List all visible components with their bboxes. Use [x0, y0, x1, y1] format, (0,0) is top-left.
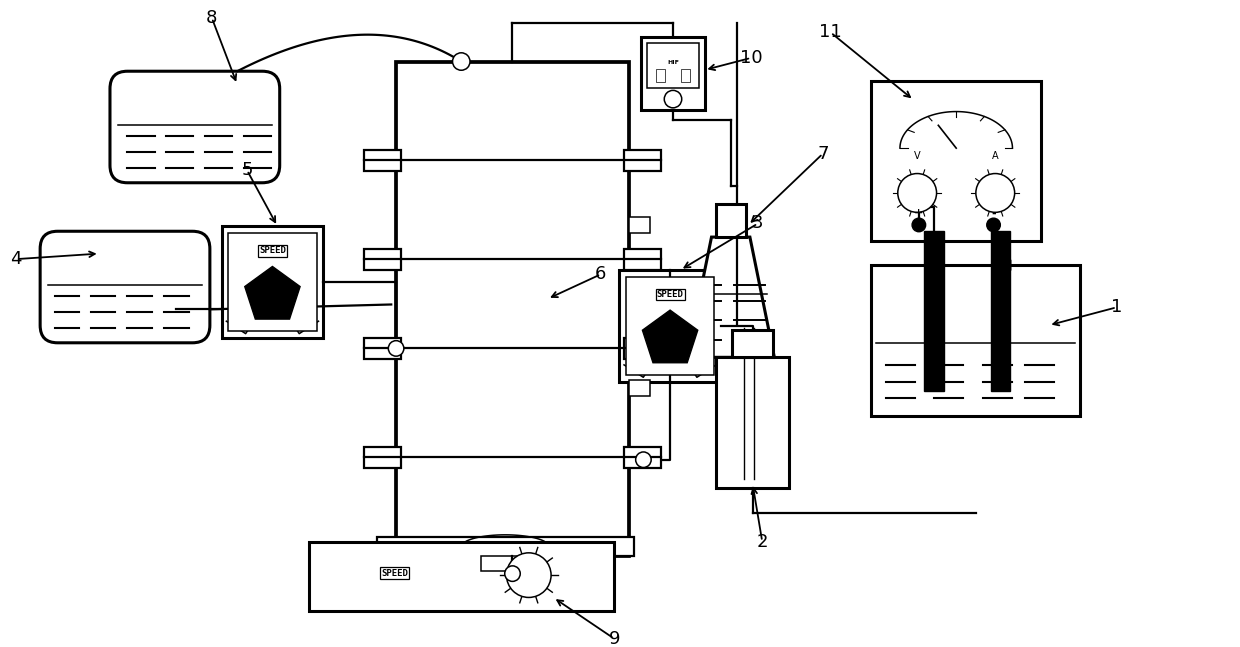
Circle shape	[976, 173, 1014, 212]
Polygon shape	[642, 310, 698, 363]
Text: 4: 4	[10, 250, 21, 268]
Bar	[377, 537, 634, 556]
Bar	[626, 277, 714, 375]
Text: 10: 10	[740, 49, 763, 67]
FancyBboxPatch shape	[110, 71, 280, 182]
Bar	[481, 556, 529, 571]
Text: 6: 6	[595, 265, 606, 283]
Circle shape	[505, 566, 521, 582]
Bar	[629, 380, 650, 396]
Bar	[872, 81, 1042, 241]
Text: SPEED: SPEED	[657, 290, 683, 299]
Bar	[624, 248, 661, 270]
Bar	[624, 338, 661, 359]
Circle shape	[506, 553, 551, 597]
Bar	[619, 270, 720, 382]
Text: 7: 7	[817, 145, 828, 162]
Text: -: -	[991, 208, 996, 218]
Text: SPEED: SPEED	[381, 569, 408, 578]
Bar	[991, 231, 1011, 391]
Circle shape	[913, 218, 925, 232]
Circle shape	[987, 218, 1001, 232]
Text: 2: 2	[756, 532, 768, 551]
Circle shape	[636, 452, 651, 468]
Text: A: A	[992, 151, 998, 161]
Bar	[365, 338, 401, 359]
Text: HIF: HIF	[667, 60, 680, 65]
Bar	[717, 357, 789, 488]
Circle shape	[898, 173, 936, 212]
Bar	[656, 69, 665, 82]
Bar	[872, 265, 1080, 415]
Text: SPEED: SPEED	[259, 247, 286, 256]
Text: 8: 8	[206, 9, 217, 27]
Bar	[641, 38, 704, 110]
Bar	[365, 150, 401, 171]
Text: 5: 5	[242, 161, 253, 179]
Bar	[624, 446, 661, 468]
Bar	[624, 150, 661, 171]
Text: V: V	[914, 151, 920, 161]
Bar	[228, 233, 316, 331]
Text: 1: 1	[1111, 298, 1122, 316]
Bar	[681, 69, 691, 82]
Bar	[715, 204, 745, 237]
Bar	[396, 61, 629, 556]
Bar	[924, 231, 944, 391]
Bar	[629, 301, 650, 316]
FancyBboxPatch shape	[40, 231, 210, 343]
Text: 9: 9	[609, 630, 620, 647]
Text: 11: 11	[820, 23, 842, 41]
Polygon shape	[244, 267, 300, 319]
Bar	[732, 330, 773, 357]
Bar	[365, 446, 401, 468]
Bar	[365, 248, 401, 270]
Bar	[309, 542, 614, 611]
Circle shape	[665, 91, 682, 108]
Bar	[629, 217, 650, 232]
Circle shape	[453, 53, 470, 71]
Circle shape	[388, 341, 404, 356]
Polygon shape	[687, 237, 774, 357]
Bar	[647, 43, 698, 88]
Bar	[222, 226, 324, 338]
Text: +: +	[914, 208, 924, 218]
Text: 3: 3	[753, 215, 764, 232]
